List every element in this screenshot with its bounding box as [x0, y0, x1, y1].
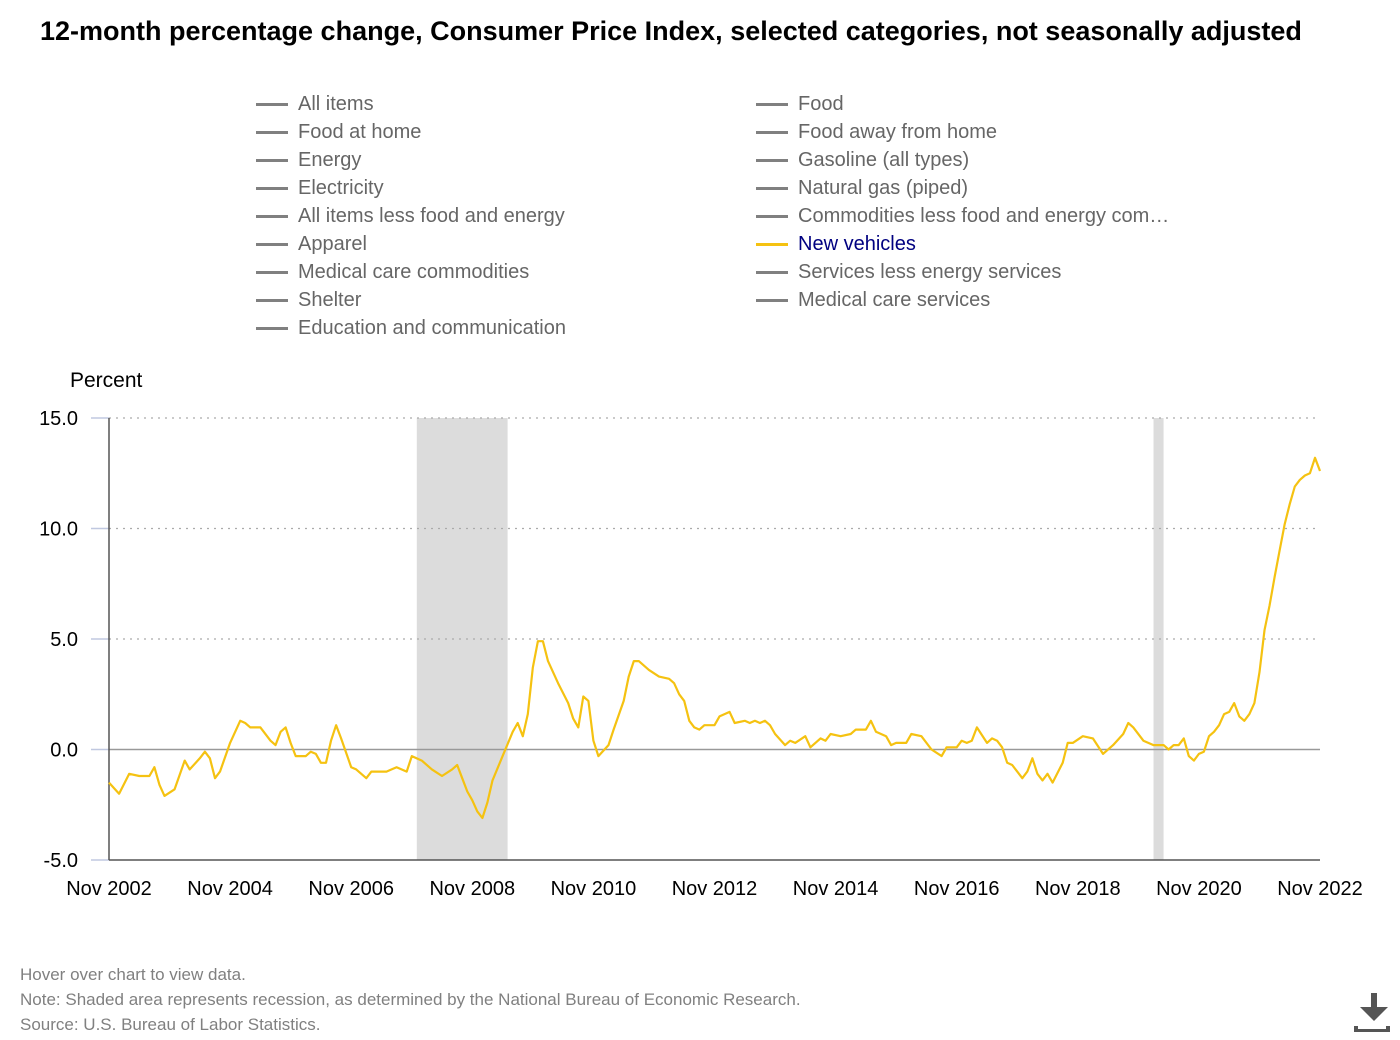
legend-label: Energy: [298, 148, 362, 171]
legend-swatch: [256, 158, 288, 162]
x-tick-label: Nov 2022: [1277, 878, 1363, 900]
line-chart[interactable]: 15.0 10.0 5.0 0.0 -5.0 Percent Nov 2002 Nov 200…: [0, 360, 1400, 920]
legend-label: Services less energy services: [798, 260, 1062, 283]
legend-item[interactable]: Energy: [256, 146, 361, 174]
legend-label: Natural gas (piped): [798, 176, 969, 199]
legend-swatch: [756, 158, 788, 162]
recession-band: [1153, 418, 1164, 860]
legend-item[interactable]: Apparel: [256, 230, 367, 258]
legend-item[interactable]: Shelter: [256, 286, 361, 314]
legend-item[interactable]: Food away from home: [756, 118, 997, 146]
legend-label: Food: [798, 92, 844, 115]
legend-label: Food at home: [298, 120, 422, 143]
legend-swatch: [756, 186, 788, 190]
y-tick-label: 5.0: [50, 629, 78, 651]
legend-label: Electricity: [298, 176, 384, 199]
legend-item[interactable]: All items less food and energy: [256, 202, 565, 230]
legend-label: Education and communication: [298, 316, 566, 339]
x-tick-label: Nov 2010: [551, 878, 637, 900]
x-tick-label: Nov 2004: [187, 878, 273, 900]
x-tick-label: Nov 2002: [66, 878, 152, 900]
legend-swatch: [756, 242, 788, 246]
legend-label: Gasoline (all types): [798, 148, 970, 171]
x-tick-label: Nov 2006: [308, 878, 394, 900]
source-note: Source: U.S. Bureau of Labor Statistics.: [20, 1015, 321, 1034]
x-tick-label: Nov 2018: [1035, 878, 1121, 900]
legend-label: Apparel: [298, 232, 367, 255]
legend-item[interactable]: All items: [256, 90, 374, 118]
legend-label: Food away from home: [798, 120, 997, 143]
legend-swatch: [756, 102, 788, 106]
legend-item[interactable]: Services less energy services: [756, 258, 1061, 286]
legend-item[interactable]: Medical care services: [756, 286, 990, 314]
recession-band: [416, 418, 508, 860]
legend-label: Shelter: [298, 288, 362, 311]
y-tick-label: 15.0: [39, 408, 78, 430]
legend-swatch: [756, 130, 788, 134]
legend-label: New vehicles: [798, 232, 916, 255]
legend-label: All items: [298, 92, 374, 115]
recession-note: Note: Shaded area represents recession, …: [20, 990, 801, 1009]
legend-swatch: [756, 214, 788, 218]
chart-title: 12-month percentage change, Consumer Pri…: [40, 16, 1302, 46]
legend-item[interactable]: Food at home: [256, 118, 421, 146]
legend-swatch: [256, 242, 288, 246]
download-icon: [1354, 993, 1390, 1032]
legend-item[interactable]: Electricity: [256, 174, 384, 202]
legend-swatch: [256, 130, 288, 134]
y-tick-label: -5.0: [44, 850, 78, 872]
legend-item[interactable]: Food: [756, 90, 844, 118]
legend-item[interactable]: New vehicles: [756, 230, 916, 258]
legend-item[interactable]: Natural gas (piped): [756, 174, 968, 202]
x-tick-label: Nov 2020: [1156, 878, 1242, 900]
y-axis-label: Percent: [70, 369, 143, 392]
x-tick-label: Nov 2008: [429, 878, 515, 900]
legend-swatch: [256, 102, 288, 106]
y-tick-label: 10.0: [39, 519, 78, 541]
legend-item[interactable]: Commodities less food and energy com…: [756, 202, 1169, 230]
legend-label: Medical care commodities: [298, 260, 530, 283]
legend-swatch: [756, 270, 788, 274]
legend-item[interactable]: Education and communication: [256, 314, 566, 342]
y-tick-label: 0.0: [50, 740, 78, 762]
legend-label: All items less food and energy: [298, 204, 565, 227]
series-line-new-vehicles[interactable]: [108, 456, 1322, 820]
legend-item[interactable]: Gasoline (all types): [756, 146, 969, 174]
legend-item[interactable]: Medical care commodities: [256, 258, 529, 286]
legend-swatch: [256, 298, 288, 302]
legend-swatch: [256, 326, 288, 330]
x-tick-label: Nov 2016: [914, 878, 1000, 900]
chart-notes: Hover over chart to view data. Note: Sha…: [20, 962, 801, 1037]
legend-label: Medical care services: [798, 288, 991, 311]
x-tick-label: Nov 2014: [793, 878, 879, 900]
hover-note: Hover over chart to view data.: [20, 965, 246, 984]
legend-label: Commodities less food and energy com…: [798, 204, 1170, 227]
legend-swatch: [756, 298, 788, 302]
legend-swatch: [256, 214, 288, 218]
download-button[interactable]: [1352, 990, 1392, 1034]
x-tick-label: Nov 2012: [672, 878, 758, 900]
legend-swatch: [256, 186, 288, 190]
legend-swatch: [256, 270, 288, 274]
